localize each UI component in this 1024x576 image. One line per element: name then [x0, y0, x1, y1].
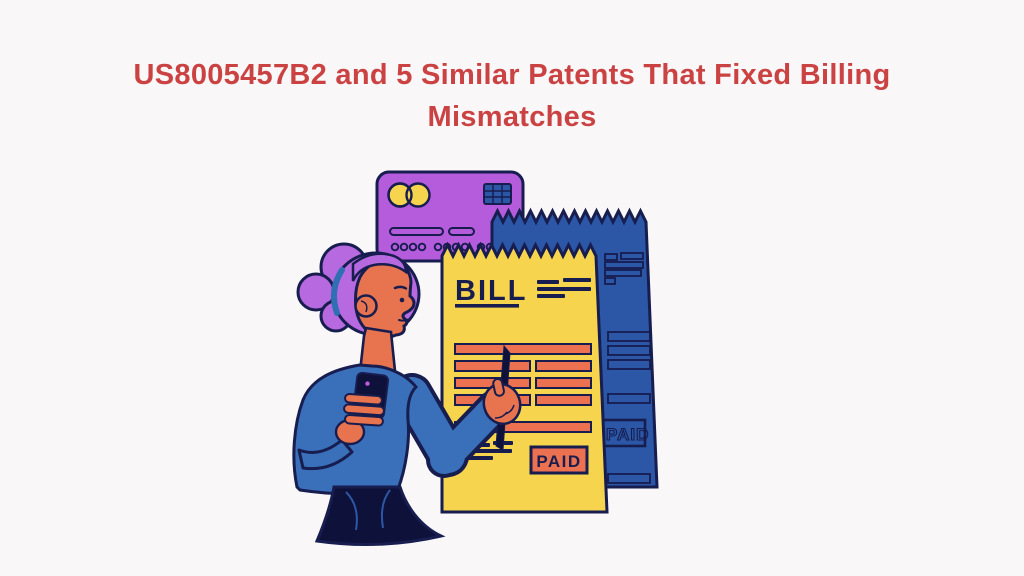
card-logo-icon: [387, 182, 431, 208]
credit-card: [375, 170, 525, 263]
blue-receipt-text-lines: [604, 252, 651, 484]
page-title: US8005457B2 and 5 Similar Patents That F…: [133, 59, 891, 134]
yellow-bill: BILL PAID: [440, 241, 609, 514]
card-chip-icon: [483, 183, 512, 205]
woman-illustration: [292, 242, 522, 547]
headband: [330, 267, 345, 316]
eyebrow: [393, 285, 408, 290]
bill-heading: BILL: [455, 275, 527, 307]
bill-heading-underline: [455, 304, 519, 308]
right-hand: [482, 377, 522, 426]
paid-stamp: PAID: [529, 445, 589, 475]
mouth: [398, 318, 409, 322]
thumb: [492, 377, 505, 397]
left-forearm: [297, 438, 354, 471]
hair-fringe: [351, 252, 408, 282]
skirt-pocket-left: [345, 491, 358, 531]
bill-header-lines: [537, 278, 591, 298]
blue-paid-stamp-label: PAID: [606, 425, 649, 444]
right-arm: [391, 373, 512, 478]
paid-stamp-label: PAID: [536, 452, 581, 471]
left-hand: [334, 393, 385, 446]
card-signature-line-short: [448, 227, 475, 236]
eye: [399, 297, 405, 303]
phone-camera-dot: [365, 381, 370, 386]
skirt: [314, 485, 446, 547]
skirt-pocket-right: [380, 489, 391, 529]
face: [354, 257, 416, 340]
card-signature-line: [389, 227, 444, 236]
ear-detail: [360, 300, 368, 313]
